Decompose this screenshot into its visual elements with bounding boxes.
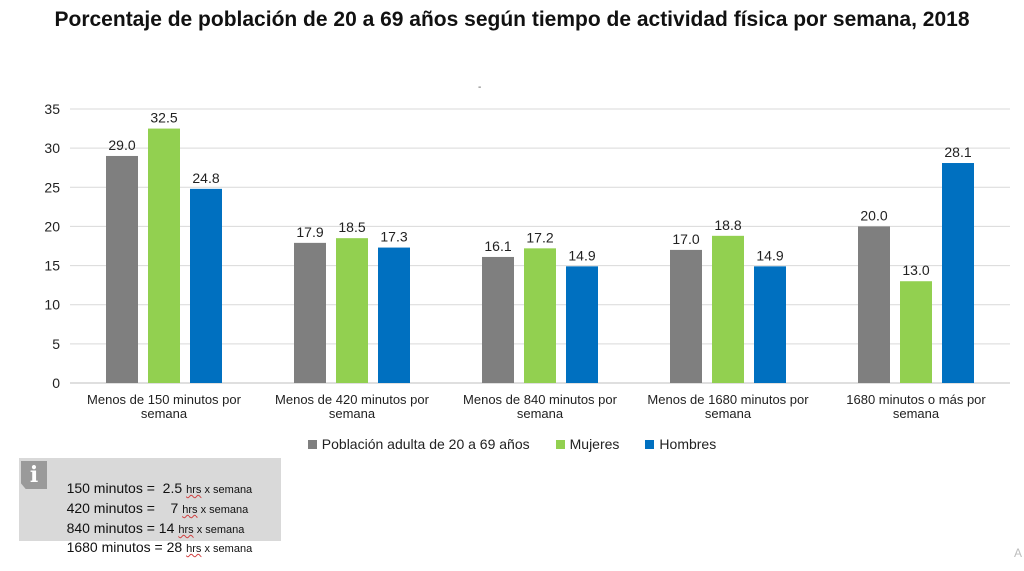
legend-item-mujeres: Mujeres bbox=[555, 436, 620, 452]
info-row-unit-hrs: hrs bbox=[182, 504, 198, 516]
data-label: 16.1 bbox=[484, 238, 511, 254]
info-row-unit-rest: x semana bbox=[200, 504, 249, 516]
legend-label-poblacion: Población adulta de 20 a 69 años bbox=[321, 436, 530, 452]
category-label: semana bbox=[517, 406, 564, 421]
stray-dash-mark: - bbox=[478, 82, 482, 93]
conversion-info-box: i 150 minutos = 2.5 hrs x semana 420 minu… bbox=[19, 458, 281, 555]
legend-swatch-mujeres bbox=[555, 439, 565, 449]
y-tick-label: 15 bbox=[44, 258, 60, 274]
y-tick-label: 5 bbox=[52, 336, 60, 352]
corner-mark: A bbox=[1014, 546, 1023, 560]
data-label: 13.0 bbox=[902, 262, 929, 278]
y-tick-label: 25 bbox=[44, 179, 60, 195]
info-row-420: 420 minutos = 7 hrs x semana bbox=[51, 484, 249, 532]
legend-label-mujeres: Mujeres bbox=[569, 436, 620, 452]
y-tick-label: 20 bbox=[44, 218, 60, 234]
info-row-150: 150 minutos = 2.5 hrs x semana bbox=[51, 464, 253, 512]
info-row-1680: 1680 minutos = 28 hrs x semana bbox=[51, 523, 253, 571]
info-row-unit-rest: x semana bbox=[204, 484, 253, 496]
chart-title: Porcentaje de población de 20 a 69 años … bbox=[54, 8, 970, 31]
data-label: 28.1 bbox=[944, 144, 971, 160]
bar bbox=[148, 128, 180, 383]
info-row-minutes: 1680 minutos = 28 bbox=[66, 539, 183, 555]
y-tick-label: 0 bbox=[52, 375, 60, 391]
bar bbox=[378, 247, 410, 383]
chart-legend: Población adulta de 20 a 69 años Mujeres… bbox=[0, 436, 1024, 452]
info-row-840: 840 minutos = 14 hrs x semana bbox=[51, 504, 245, 552]
info-icon: i bbox=[21, 461, 47, 489]
category-label: semana bbox=[705, 406, 752, 421]
legend-swatch-poblacion bbox=[307, 439, 317, 449]
data-label: 29.0 bbox=[108, 137, 135, 153]
bar bbox=[482, 256, 514, 383]
y-tick-label: 10 bbox=[44, 297, 60, 313]
bar bbox=[294, 242, 326, 383]
data-label: 18.8 bbox=[714, 217, 741, 233]
y-tick-label: 30 bbox=[44, 140, 60, 156]
bar bbox=[858, 226, 890, 383]
bar bbox=[336, 238, 368, 383]
category-label: Menos de 150 minutos por bbox=[87, 392, 242, 407]
bar bbox=[712, 235, 744, 383]
info-row-unit: hrs x semana bbox=[182, 504, 248, 516]
data-label: 20.0 bbox=[860, 207, 887, 223]
info-row-unit-rest: x semana bbox=[204, 543, 253, 555]
data-label: 14.9 bbox=[568, 247, 595, 263]
bar bbox=[900, 281, 932, 383]
bar bbox=[106, 155, 138, 383]
data-label: 14.9 bbox=[756, 247, 783, 263]
category-label: Menos de 420 minutos por bbox=[275, 392, 430, 407]
info-row-minutes: 420 minutos = 7 bbox=[66, 500, 179, 516]
bar bbox=[190, 188, 222, 383]
category-label: semana bbox=[141, 406, 188, 421]
y-tick-label: 35 bbox=[44, 101, 60, 117]
info-row-unit: hrs x semana bbox=[186, 543, 252, 555]
bar bbox=[942, 163, 974, 383]
category-label: semana bbox=[893, 406, 940, 421]
data-label: 17.9 bbox=[296, 224, 323, 240]
info-row-unit: hrs x semana bbox=[186, 484, 252, 496]
bar bbox=[670, 249, 702, 383]
data-label: 24.8 bbox=[192, 170, 219, 186]
category-label: 1680 minutos o más por bbox=[846, 392, 986, 407]
bar bbox=[754, 266, 786, 383]
legend-label-hombres: Hombres bbox=[659, 436, 717, 452]
data-label: 32.5 bbox=[150, 110, 177, 126]
bar bbox=[566, 266, 598, 383]
info-row-minutes: 840 minutos = 14 bbox=[66, 520, 175, 536]
data-label: 17.0 bbox=[672, 231, 699, 247]
info-row-unit: hrs x semana bbox=[178, 524, 244, 536]
legend-swatch-hombres bbox=[645, 439, 655, 449]
legend-item-poblacion: Población adulta de 20 a 69 años bbox=[307, 436, 530, 452]
info-row-unit-hrs: hrs bbox=[186, 543, 202, 555]
data-label: 18.5 bbox=[338, 219, 365, 235]
info-row-unit-hrs: hrs bbox=[186, 484, 202, 496]
info-row-unit-hrs: hrs bbox=[178, 524, 194, 536]
category-label: semana bbox=[329, 406, 376, 421]
bar bbox=[524, 248, 556, 383]
data-label: 17.3 bbox=[380, 229, 407, 245]
info-row-minutes: 150 minutos = 2.5 bbox=[66, 480, 183, 496]
legend-item-hombres: Hombres bbox=[645, 436, 716, 452]
category-label: Menos de 840 minutos por bbox=[463, 392, 618, 407]
data-label: 17.2 bbox=[526, 229, 553, 245]
info-row-unit-rest: x semana bbox=[196, 524, 245, 536]
category-label: Menos de 1680 minutos por bbox=[647, 392, 809, 407]
